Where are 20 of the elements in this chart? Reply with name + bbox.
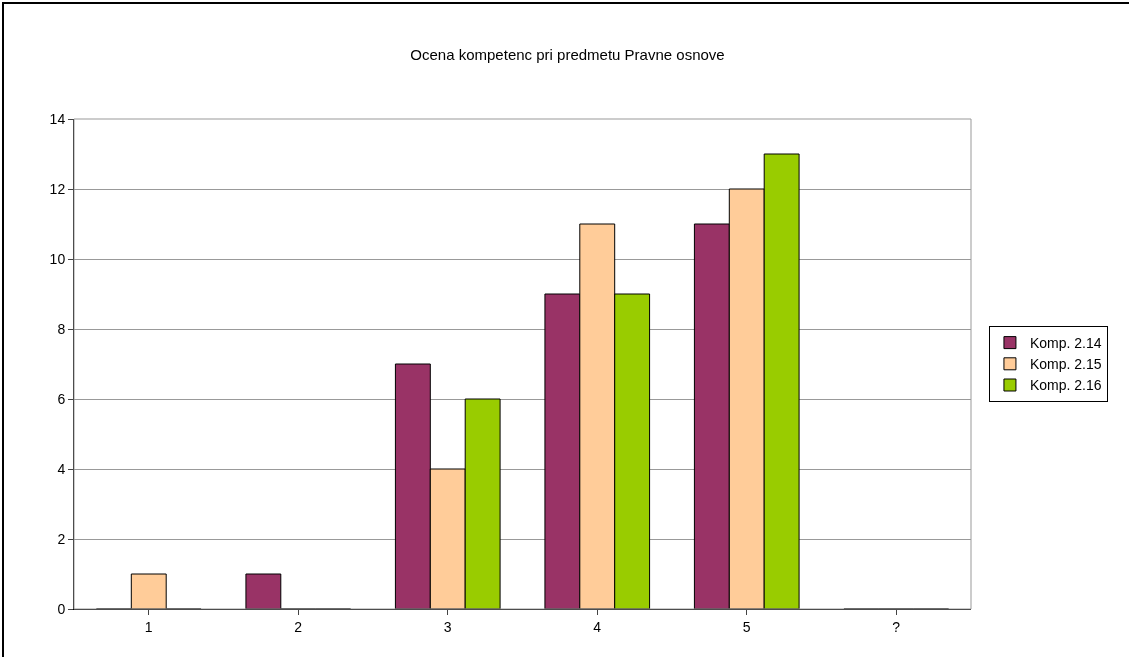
x-tick-label: 4 bbox=[593, 618, 602, 635]
x-tick-label: 2 bbox=[294, 618, 303, 635]
chart-title: Ocena kompetenc pri predmetu Pravne osnove bbox=[410, 46, 725, 64]
bar bbox=[130, 573, 167, 609]
x-tick-label: 5 bbox=[742, 618, 751, 635]
y-tick-label: 10 bbox=[49, 250, 66, 267]
bar bbox=[245, 573, 282, 609]
y-tick-label: 6 bbox=[57, 390, 66, 407]
legend-label: Komp. 2.16 bbox=[1029, 377, 1102, 394]
y-tick-label: 0 bbox=[57, 600, 66, 617]
y-tick-label: 14 bbox=[49, 110, 66, 127]
y-tick-label: 4 bbox=[57, 460, 66, 477]
y-tick-label: 8 bbox=[57, 320, 66, 337]
y-tick-label: 12 bbox=[49, 180, 66, 197]
y-tick-label: 2 bbox=[57, 530, 66, 547]
x-tick-label: 1 bbox=[144, 618, 153, 635]
x-tick-label: ? bbox=[892, 618, 901, 635]
legend-label: Komp. 2.15 bbox=[1029, 356, 1102, 373]
x-tick-label: 3 bbox=[443, 618, 452, 635]
legend-label: Komp. 2.14 bbox=[1029, 335, 1102, 352]
